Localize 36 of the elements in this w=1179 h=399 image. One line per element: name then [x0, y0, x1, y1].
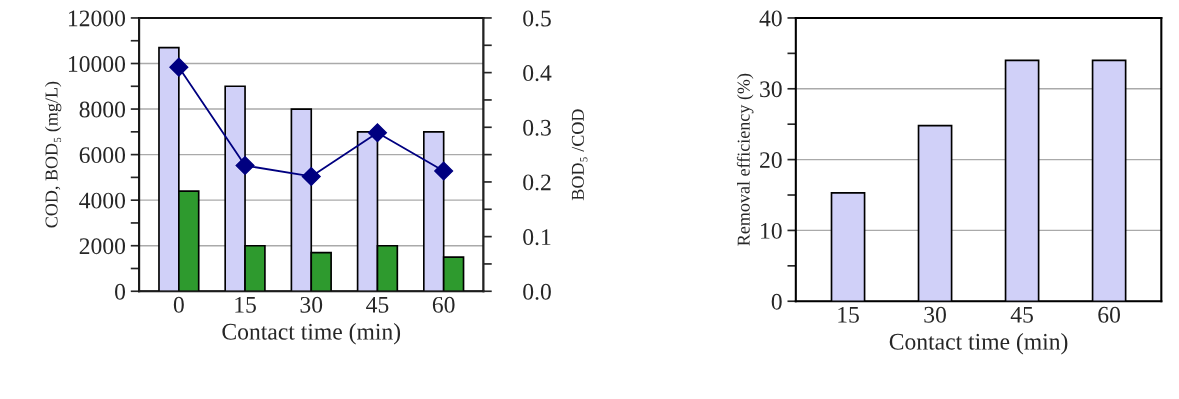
y-tick-label: 20: [760, 152, 782, 169]
x-tick-label: 0: [173, 296, 184, 313]
point: [169, 57, 189, 77]
y-tick-label: 10000: [68, 56, 126, 72]
x-tick-label: 45: [366, 296, 389, 313]
x-tick-label: 15: [838, 306, 859, 323]
y2-tick-label: 0.3: [523, 119, 551, 136]
y2-tick-label: 0.4: [523, 65, 552, 82]
x-tick-label: 60: [1098, 306, 1121, 323]
y-tick-label: 10: [761, 222, 782, 239]
y-axis-title: COD, BOD₅ (mg/L): [44, 81, 62, 228]
y-tick-label: 8000: [79, 101, 126, 118]
x-tick-label: 30: [924, 306, 946, 323]
x-tick-label: 60: [432, 296, 455, 313]
point: [367, 123, 387, 143]
y-tick-label: 40: [759, 10, 782, 27]
y2-tick-label: 0.2: [523, 174, 551, 191]
y-axis-title: Removal efficiency (%): [736, 73, 754, 246]
point: [301, 166, 321, 187]
x-tick-label: 45: [1010, 306, 1033, 323]
y-tick-label: 6000: [79, 147, 126, 164]
y-tick-label: 12000: [68, 10, 126, 27]
y2-tick-label: 0.0: [523, 283, 551, 300]
y-tick-label: 0: [115, 283, 126, 300]
x-tick-label: 15: [235, 296, 256, 313]
y-tick-label: 4000: [79, 192, 126, 209]
y-tick-label: 2000: [79, 238, 126, 255]
x-axis-title: Contact time (min): [889, 333, 1068, 355]
x-axis-title: Contact time (min): [222, 323, 401, 345]
y2-axis-title: BOD₅ /COD: [571, 109, 588, 201]
y-tick-label: 30: [760, 81, 782, 98]
point: [235, 156, 255, 176]
y2-tick-label: 0.5: [523, 10, 551, 27]
x-tick-label: 30: [300, 296, 323, 313]
y2-tick-label: 0.1: [523, 229, 551, 246]
point: [434, 161, 454, 181]
